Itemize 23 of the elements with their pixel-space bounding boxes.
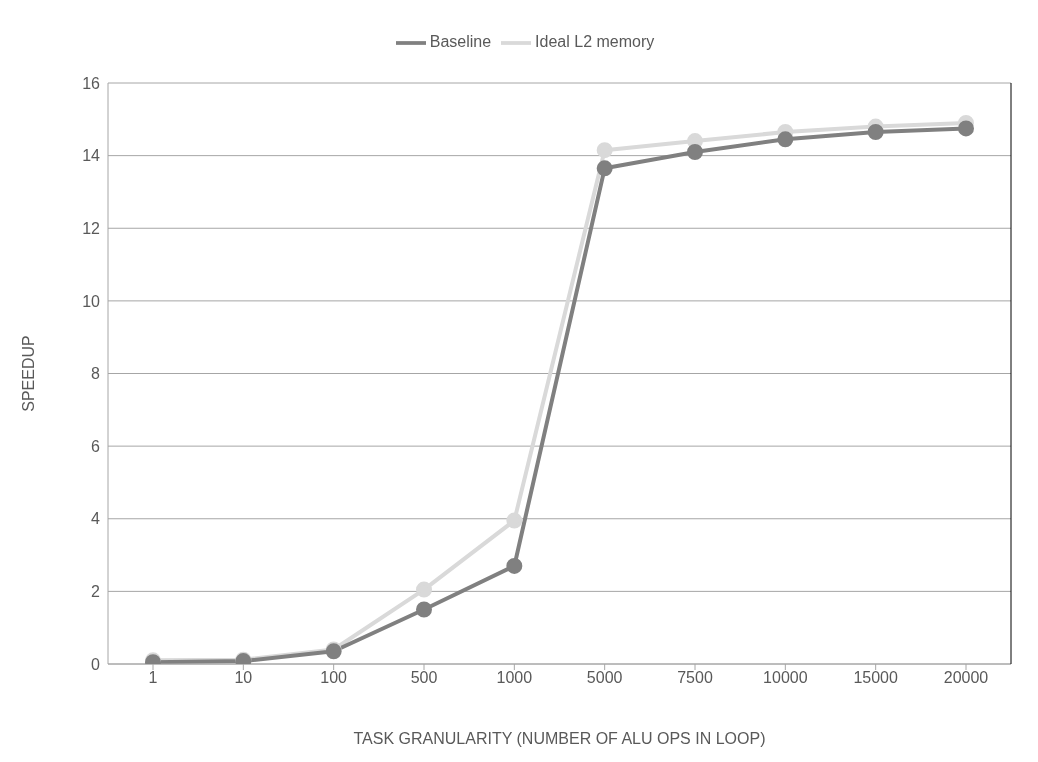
- x-tick-label: 1: [148, 669, 158, 687]
- x-tick-label: 15000: [853, 669, 899, 687]
- x-tick-label: 500: [410, 669, 438, 687]
- y-tick-label: 10: [82, 292, 101, 310]
- y-tick-label: 0: [91, 655, 101, 673]
- x-tick-label: 1000: [496, 669, 533, 687]
- y-tick-label: 16: [82, 74, 101, 92]
- x-tick-label: 10: [234, 669, 253, 687]
- x-axis-title: TASK GRANULARITY (NUMBER OF ALU OPS IN LOOP): [353, 730, 766, 747]
- x-tick-label: 10000: [763, 669, 808, 687]
- y-tick-label: 4: [91, 510, 101, 528]
- x-tick-label: 20000: [943, 669, 989, 687]
- y-tick-label: 8: [91, 365, 101, 383]
- y-axis-title: SPEEDUP: [19, 335, 37, 412]
- y-tick-label: 14: [82, 147, 101, 165]
- y-tick-label: 12: [82, 219, 101, 237]
- x-tick-label: 7500: [677, 669, 713, 687]
- x-tick-label: 100: [320, 669, 348, 687]
- legend-label: Baseline: [429, 33, 492, 51]
- legend-label: Ideal L2 memory: [535, 33, 655, 51]
- y-tick-label: 6: [91, 437, 101, 455]
- x-tick-label: 5000: [586, 669, 623, 687]
- y-tick-label: 2: [91, 583, 101, 601]
